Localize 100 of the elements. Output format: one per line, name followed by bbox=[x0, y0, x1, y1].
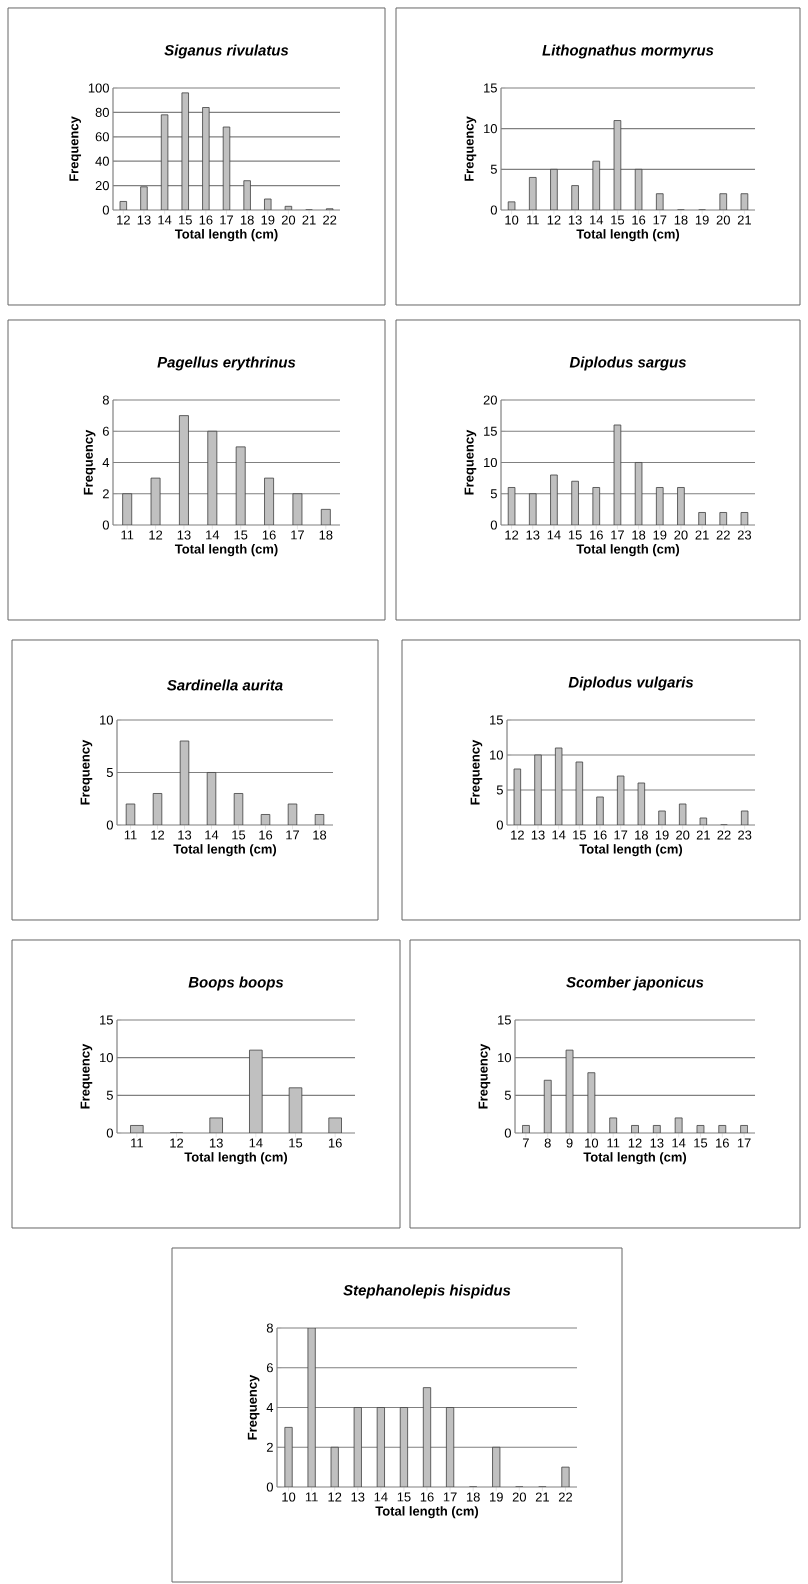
chart-title: Stephanolepis hispidus bbox=[343, 1284, 511, 1299]
x-tick-label: 21 bbox=[695, 530, 709, 540]
x-tick-label: 14 bbox=[547, 530, 561, 540]
y-tick-label: 100 bbox=[88, 83, 109, 93]
y-tick-label: 15 bbox=[490, 715, 503, 725]
x-tick-label: 11 bbox=[124, 830, 137, 840]
x-tick-label: 15 bbox=[289, 1138, 303, 1148]
x-tick-label: 16 bbox=[593, 830, 607, 840]
x-axis-title: Total length (cm) bbox=[579, 844, 683, 857]
y-tick-label: 15 bbox=[484, 426, 497, 436]
x-tick-label: 16 bbox=[420, 1492, 434, 1502]
x-axis-title: Total length (cm) bbox=[184, 1152, 288, 1165]
x-tick-label: 15 bbox=[179, 215, 192, 225]
x-tick-label: 14 bbox=[374, 1492, 388, 1502]
x-tick-label: 16 bbox=[590, 530, 603, 540]
x-tick-label: 12 bbox=[149, 530, 163, 540]
x-tick-label: 12 bbox=[328, 1492, 342, 1502]
x-tick-label: 12 bbox=[151, 830, 165, 840]
x-tick-label: 13 bbox=[177, 530, 191, 540]
x-tick-label: 19 bbox=[261, 215, 275, 225]
x-tick-label: 16 bbox=[632, 215, 646, 225]
y-tick-label: 5 bbox=[504, 1090, 511, 1100]
x-tick-label: 8 bbox=[544, 1138, 551, 1148]
y-tick-label: 4 bbox=[102, 458, 110, 467]
x-tick-label: 19 bbox=[653, 530, 667, 540]
y-tick-label: 0 bbox=[266, 1482, 273, 1492]
x-tick-label: 7 bbox=[522, 1138, 529, 1148]
x-tick-label: 13 bbox=[351, 1492, 365, 1502]
y-tick-label: 5 bbox=[106, 767, 113, 778]
x-tick-label: 16 bbox=[262, 530, 276, 540]
x-tick-label: 16 bbox=[199, 215, 213, 225]
x-tick-label: 21 bbox=[696, 830, 710, 840]
y-tick-label: 6 bbox=[266, 1363, 273, 1373]
y-tick-label: 0 bbox=[490, 205, 497, 215]
x-tick-label: 17 bbox=[737, 1138, 751, 1148]
x-tick-label: 12 bbox=[505, 530, 519, 540]
y-tick-label: 8 bbox=[266, 1323, 273, 1333]
chart-title: Diplodus vulgaris bbox=[568, 676, 694, 691]
x-tick-label: 23 bbox=[738, 830, 752, 840]
x-tick-label: 16 bbox=[716, 1138, 729, 1148]
x-tick-label: 13 bbox=[531, 830, 545, 840]
y-tick-label: 15 bbox=[498, 1015, 511, 1025]
y-tick-label: 5 bbox=[496, 785, 503, 795]
y-axis-title: Frequency bbox=[80, 739, 93, 805]
x-tick-label: 21 bbox=[737, 215, 751, 225]
y-tick-label: 4 bbox=[266, 1403, 274, 1412]
x-tick-label: 15 bbox=[611, 215, 625, 225]
x-tick-label: 14 bbox=[552, 830, 566, 840]
y-tick-label: 6 bbox=[102, 426, 109, 436]
x-tick-label: 12 bbox=[628, 1138, 642, 1148]
x-tick-label: 14 bbox=[205, 830, 219, 840]
x-tick-label: 20 bbox=[676, 830, 690, 840]
y-tick-label: 40 bbox=[95, 156, 109, 166]
y-tick-label: 10 bbox=[490, 750, 503, 760]
x-tick-label: 13 bbox=[137, 215, 151, 225]
y-tick-label: 5 bbox=[490, 489, 497, 499]
x-tick-label: 20 bbox=[281, 215, 296, 225]
y-tick-label: 2 bbox=[102, 489, 109, 499]
chart-title: Lithognathus mormyrus bbox=[542, 44, 714, 59]
x-tick-label: 20 bbox=[674, 530, 688, 540]
x-tick-label: 12 bbox=[547, 215, 561, 225]
x-tick-label: 17 bbox=[653, 215, 667, 225]
y-tick-label: 0 bbox=[106, 1128, 113, 1138]
y-tick-label: 10 bbox=[100, 1053, 113, 1063]
y-axis-title: Frequency bbox=[247, 1374, 260, 1440]
y-tick-label: 0 bbox=[496, 820, 503, 830]
x-tick-label: 10 bbox=[282, 1492, 296, 1502]
y-tick-label: 60 bbox=[95, 132, 109, 142]
x-tick-label: 22 bbox=[558, 1492, 573, 1502]
x-axis-title: Total length (cm) bbox=[576, 229, 680, 242]
chart-title: Sardinella aurita bbox=[167, 679, 283, 691]
y-tick-label: 0 bbox=[102, 520, 109, 530]
x-tick-label: 18 bbox=[635, 830, 648, 840]
x-tick-label: 14 bbox=[590, 215, 604, 225]
chart-title: Boops boops bbox=[188, 976, 284, 991]
x-tick-label: 11 bbox=[305, 1492, 318, 1502]
y-tick-label: 8 bbox=[102, 395, 109, 405]
x-tick-label: 15 bbox=[397, 1492, 411, 1502]
x-axis-title: Total length (cm) bbox=[174, 229, 278, 242]
y-tick-label: 5 bbox=[106, 1090, 113, 1100]
x-tick-label: 10 bbox=[585, 1138, 599, 1148]
y-tick-label: 0 bbox=[102, 205, 109, 215]
y-tick-label: 10 bbox=[498, 1053, 511, 1063]
x-tick-label: 18 bbox=[240, 215, 254, 225]
x-tick-label: 19 bbox=[695, 215, 709, 225]
x-tick-label: 15 bbox=[234, 530, 248, 540]
x-tick-label: 22 bbox=[717, 830, 731, 840]
y-tick-label: 0 bbox=[504, 1128, 511, 1138]
x-axis-title: Total length (cm) bbox=[173, 844, 277, 857]
y-axis-title: Frequency bbox=[470, 739, 483, 805]
x-tick-label: 21 bbox=[535, 1492, 549, 1502]
x-tick-label: 19 bbox=[490, 1492, 503, 1502]
x-tick-label: 16 bbox=[328, 1138, 342, 1148]
y-tick-label: 20 bbox=[95, 180, 109, 191]
x-tick-label: 11 bbox=[131, 1138, 143, 1148]
x-tick-label: 17 bbox=[611, 530, 624, 540]
x-tick-label: 12 bbox=[511, 830, 524, 840]
y-tick-label: 15 bbox=[484, 83, 497, 93]
x-tick-label: 18 bbox=[674, 215, 688, 225]
x-tick-label: 17 bbox=[286, 830, 300, 840]
